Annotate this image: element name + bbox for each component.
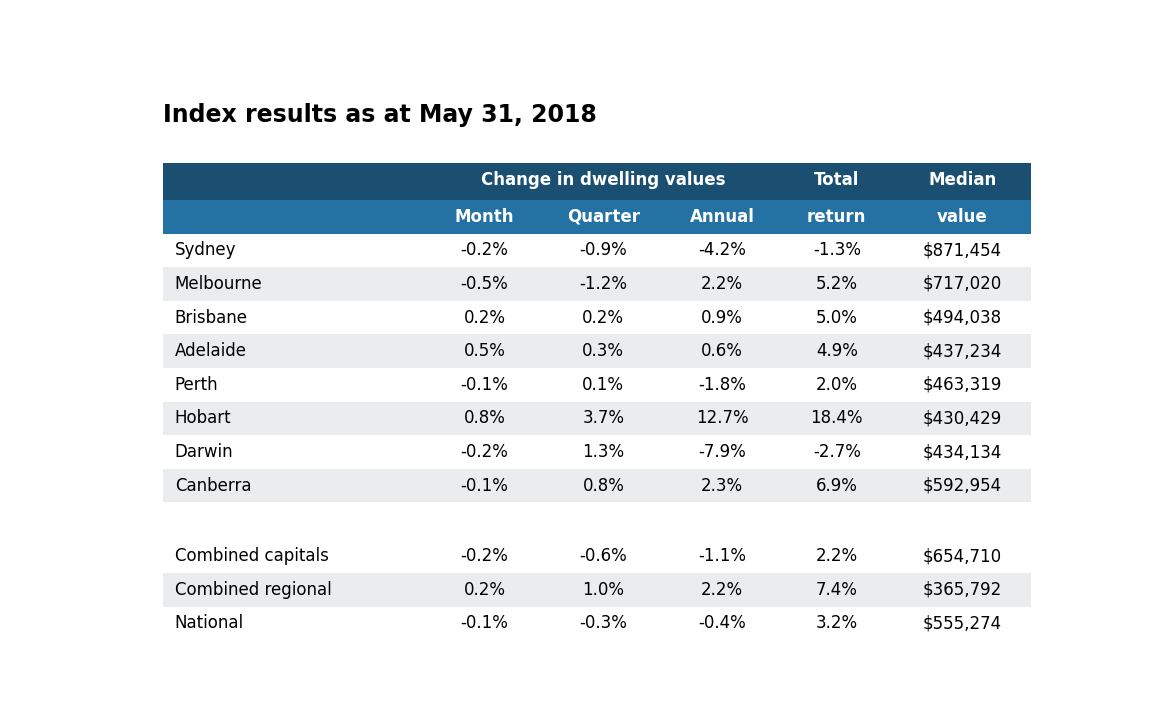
- Text: 0.8%: 0.8%: [464, 410, 506, 427]
- Text: 1.3%: 1.3%: [582, 443, 624, 461]
- Text: -0.2%: -0.2%: [461, 241, 508, 259]
- Text: 0.2%: 0.2%: [464, 581, 506, 598]
- Text: Median: Median: [928, 170, 996, 189]
- Text: Annual: Annual: [690, 208, 755, 226]
- Text: -0.2%: -0.2%: [461, 443, 508, 461]
- Text: 1.0%: 1.0%: [582, 581, 624, 598]
- Text: $463,319: $463,319: [922, 376, 1002, 394]
- Text: -0.1%: -0.1%: [461, 615, 508, 632]
- Bar: [162, 301, 1030, 334]
- Text: Combined capitals: Combined capitals: [175, 547, 328, 565]
- Bar: [162, 607, 1030, 640]
- Text: $365,792: $365,792: [922, 581, 1002, 598]
- Text: 6.9%: 6.9%: [815, 477, 857, 495]
- Text: -1.3%: -1.3%: [813, 241, 861, 259]
- Bar: [162, 539, 1030, 573]
- Bar: [162, 469, 1030, 503]
- Text: National: National: [175, 615, 244, 632]
- Text: 4.9%: 4.9%: [815, 342, 857, 360]
- Text: -0.5%: -0.5%: [461, 275, 508, 293]
- Text: 3.7%: 3.7%: [582, 410, 624, 427]
- Text: Month: Month: [455, 208, 514, 226]
- Bar: [162, 573, 1030, 607]
- Text: 0.8%: 0.8%: [582, 477, 624, 495]
- Text: Melbourne: Melbourne: [175, 275, 262, 293]
- Bar: [162, 200, 1030, 234]
- Text: return: return: [807, 208, 867, 226]
- Bar: [162, 401, 1030, 435]
- Text: $437,234: $437,234: [922, 342, 1002, 360]
- Text: 2.2%: 2.2%: [701, 581, 744, 598]
- Bar: [162, 334, 1030, 368]
- Text: -1.1%: -1.1%: [698, 547, 746, 565]
- Text: 7.4%: 7.4%: [815, 581, 857, 598]
- Bar: [162, 163, 1030, 200]
- Text: Sydney: Sydney: [175, 241, 237, 259]
- Text: $494,038: $494,038: [922, 308, 1002, 327]
- Text: -0.4%: -0.4%: [698, 615, 746, 632]
- Text: $434,134: $434,134: [922, 443, 1002, 461]
- Text: -0.1%: -0.1%: [461, 477, 508, 495]
- Text: 5.0%: 5.0%: [815, 308, 857, 327]
- Text: 3.2%: 3.2%: [815, 615, 857, 632]
- Text: 2.2%: 2.2%: [701, 275, 744, 293]
- Text: -4.2%: -4.2%: [698, 241, 746, 259]
- Text: Quarter: Quarter: [567, 208, 640, 226]
- Text: $654,710: $654,710: [922, 547, 1002, 565]
- Text: -2.7%: -2.7%: [813, 443, 861, 461]
- Text: -0.6%: -0.6%: [580, 547, 628, 565]
- Text: Darwin: Darwin: [175, 443, 233, 461]
- Text: Brisbane: Brisbane: [175, 308, 248, 327]
- Text: -1.8%: -1.8%: [698, 376, 746, 394]
- Text: $592,954: $592,954: [922, 477, 1002, 495]
- Text: 0.2%: 0.2%: [582, 308, 624, 327]
- Text: -0.1%: -0.1%: [461, 376, 508, 394]
- Text: Index results as at May 31, 2018: Index results as at May 31, 2018: [162, 103, 597, 127]
- Text: 0.1%: 0.1%: [582, 376, 624, 394]
- Text: 2.3%: 2.3%: [701, 477, 744, 495]
- Text: Change in dwelling values: Change in dwelling values: [481, 170, 726, 189]
- Text: 2.2%: 2.2%: [815, 547, 857, 565]
- Bar: [162, 503, 1030, 539]
- Text: -7.9%: -7.9%: [698, 443, 746, 461]
- Text: 2.0%: 2.0%: [815, 376, 857, 394]
- Text: -0.9%: -0.9%: [580, 241, 628, 259]
- Text: 5.2%: 5.2%: [815, 275, 857, 293]
- Text: 0.3%: 0.3%: [582, 342, 624, 360]
- Text: $871,454: $871,454: [922, 241, 1002, 259]
- Text: Canberra: Canberra: [175, 477, 252, 495]
- Bar: [162, 368, 1030, 401]
- Text: $717,020: $717,020: [922, 275, 1002, 293]
- Text: value: value: [937, 208, 987, 226]
- Text: 0.2%: 0.2%: [464, 308, 506, 327]
- Text: -0.3%: -0.3%: [579, 615, 628, 632]
- Text: 12.7%: 12.7%: [696, 410, 748, 427]
- Text: -0.2%: -0.2%: [461, 547, 508, 565]
- Text: $555,274: $555,274: [922, 615, 1002, 632]
- Text: Combined regional: Combined regional: [175, 581, 332, 598]
- Text: 0.9%: 0.9%: [702, 308, 744, 327]
- Text: Adelaide: Adelaide: [175, 342, 247, 360]
- Text: Perth: Perth: [175, 376, 218, 394]
- Text: 0.6%: 0.6%: [702, 342, 744, 360]
- Text: Total: Total: [814, 170, 860, 189]
- Text: -1.2%: -1.2%: [579, 275, 628, 293]
- Text: 18.4%: 18.4%: [811, 410, 863, 427]
- Text: Hobart: Hobart: [175, 410, 231, 427]
- Text: 0.5%: 0.5%: [464, 342, 506, 360]
- Bar: [162, 435, 1030, 469]
- Bar: [162, 267, 1030, 301]
- Bar: [162, 234, 1030, 267]
- Text: $430,429: $430,429: [922, 410, 1002, 427]
